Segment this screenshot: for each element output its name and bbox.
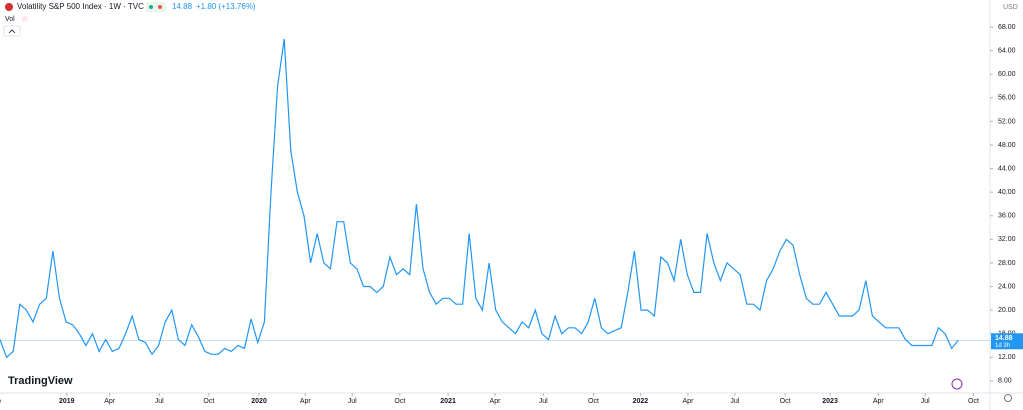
last-price-tag-label: 14.88 — [995, 335, 1013, 342]
x-tick-label: Apr — [873, 398, 885, 405]
market-status — [149, 5, 153, 9]
symbol-icon — [5, 3, 13, 11]
x-tick-label: 2021 — [440, 398, 456, 405]
collapse-arrow — [8, 29, 16, 34]
last-price-tag — [991, 333, 1023, 350]
y-tick-label: 64.00 — [998, 48, 1016, 55]
y-tick-label: 56.00 — [998, 95, 1016, 102]
x-tick-label: Jul — [539, 398, 548, 405]
y-tick-label: 40.00 — [998, 189, 1016, 196]
x-tick-label: Oct — [780, 398, 791, 405]
status-badge — [146, 2, 166, 12]
x-tick-label: Jul — [348, 398, 357, 405]
y-tick-label: 20.00 — [998, 307, 1016, 314]
y-tick-label: 32.00 — [998, 236, 1016, 243]
x-tick-label: Apr — [490, 398, 502, 405]
x-tick-label: 2020 — [251, 398, 267, 405]
x-tick-label: Apr — [300, 398, 312, 405]
x-tick-label: Apr — [104, 398, 116, 405]
x-tick-label: Oct — [968, 398, 979, 405]
events-button[interactable] — [951, 378, 963, 390]
brand-logo[interactable]: TradingView — [8, 375, 73, 387]
y-tick-label: 8.00 — [998, 378, 1012, 385]
y-tick-label: 60.00 — [998, 71, 1016, 78]
settings-button[interactable] — [1004, 394, 1012, 402]
y-tick-label: 12.00 — [998, 354, 1016, 361]
indicator-warning — [22, 16, 28, 22]
y-tick-label: 52.00 — [998, 118, 1016, 125]
x-tick-label: Jul — [155, 398, 164, 405]
last-price: 14.88 — [172, 2, 193, 11]
x-tick-label: Jul — [921, 398, 930, 405]
x-tick-label: Oct — [394, 398, 405, 405]
price-change: +1.80 (+13.76%) — [196, 2, 256, 11]
x-tick-label: 2019 — [59, 398, 75, 405]
x-tick-label: Jul — [730, 398, 739, 405]
volume-indicator[interactable]: Vol — [5, 16, 15, 23]
countdown-label: 1d 3h — [995, 343, 1010, 349]
x-tick-label: 2023 — [822, 398, 838, 405]
symbol-title[interactable]: Volatility S&P 500 Index · 1W · TVC — [17, 2, 144, 11]
x-tick-label: Apr — [683, 398, 695, 405]
x-tick-label: 2022 — [633, 398, 649, 405]
x-tick-label: Sep — [0, 398, 1, 405]
y-tick-label: 28.00 — [998, 260, 1016, 267]
y-tick-label: 48.00 — [998, 142, 1016, 149]
y-tick-label: 24.00 — [998, 283, 1016, 290]
price-line — [0, 38, 959, 359]
x-tick-label: Oct — [203, 398, 214, 405]
y-tick-label: 44.00 — [998, 165, 1016, 172]
currency: USD — [1003, 4, 1018, 11]
y-tick-label: 68.00 — [998, 24, 1016, 31]
x-tick-label: Oct — [588, 398, 599, 405]
data-status — [158, 5, 162, 9]
y-tick-label: 36.00 — [998, 213, 1016, 220]
collapse-button[interactable] — [3, 25, 21, 37]
